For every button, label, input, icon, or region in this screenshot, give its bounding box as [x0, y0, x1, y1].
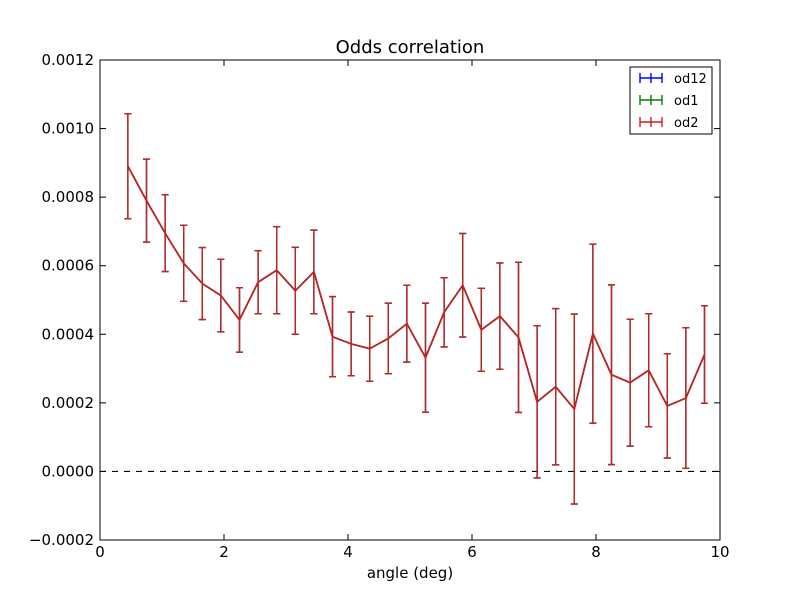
y-tick-label: 0.0006: [42, 257, 95, 275]
x-tick-label: 4: [343, 543, 353, 561]
legend-item-od2: od2: [639, 116, 698, 131]
x-tick-label: 10: [710, 543, 729, 561]
y-tick-label: 0.0012: [42, 51, 95, 69]
chart-title: Odds correlation: [336, 37, 485, 58]
y-tick-label: 0.0010: [42, 120, 95, 138]
axes: 0 2 4 6 8 10 −0.0002 0.0000 0.0002 0.0004 0.0006 0.…: [29, 51, 730, 561]
y-tick-label: 0.0004: [42, 325, 95, 343]
legend-item-od1: od1: [639, 94, 698, 109]
y-tick-label: −0.0002: [29, 531, 94, 549]
plot-area: [100, 113, 720, 505]
y-tick-label: 0.0000: [42, 462, 95, 480]
legend-label-od2: od2: [674, 116, 698, 131]
series-od2: [124, 113, 708, 505]
series-line-od2: [127, 165, 706, 411]
legend-label-od1: od1: [674, 94, 698, 109]
plot-frame: [99, 59, 721, 541]
x-tick-label: 8: [591, 543, 601, 561]
x-axis-label: angle (deg): [367, 564, 453, 582]
y-tick-label: 0.0008: [42, 188, 95, 206]
x-tick-label: 2: [219, 543, 229, 561]
legend-label-od12: od12: [674, 72, 707, 87]
legend-item-od12: od12: [639, 72, 707, 87]
legend: od12 od1 od2: [629, 66, 713, 135]
y-tick-label: 0.0002: [42, 394, 95, 412]
x-tick-label: 0: [95, 543, 105, 561]
x-tick-label: 6: [467, 543, 477, 561]
